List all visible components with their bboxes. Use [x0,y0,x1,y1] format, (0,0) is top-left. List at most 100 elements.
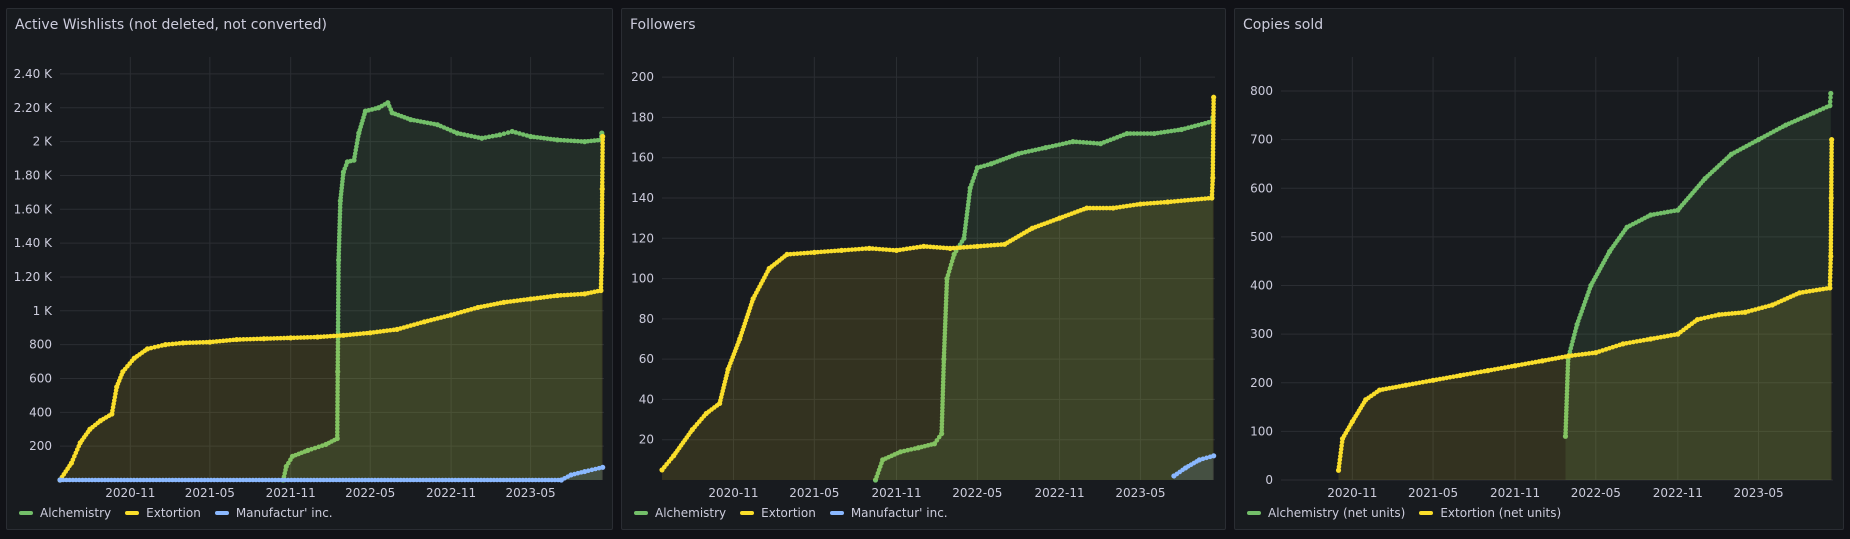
data-point [1204,455,1209,461]
followers-panel[interactable]: Followers 20 40 60 80 100 120 140 160 180 200 2020… [621,8,1226,530]
series-points-manufactur-inc [1171,453,1217,479]
wishlists-chart[interactable]: 200 400 600 800 1 K 1.20 K 1.40 K 1.60 K 1.80 K 2… [7,9,614,531]
x-tick-label: 2023-05 [1733,486,1783,500]
data-point [965,205,971,211]
data-point [565,292,570,298]
data-point [901,448,907,454]
data-point [1100,205,1106,211]
y-tick-label: 1.40 K [14,236,54,250]
data-point [504,299,510,305]
series-alchemistry[interactable] [1562,90,1834,480]
data-point [1828,261,1833,266]
data-point [485,477,490,483]
data-point [1828,205,1834,211]
data-point [934,245,940,250]
data-point [1661,334,1667,339]
data-point [1828,247,1834,253]
data-point [943,295,949,301]
legend-item-extortion[interactable]: Extortion [740,506,816,520]
followers-chart[interactable]: 20 40 60 80 100 120 140 160 180 200 2020-11 2021-05… [622,9,1227,531]
data-point [335,409,340,415]
data-point [1211,104,1216,110]
data-point [278,335,283,341]
legend-item-extortion[interactable]: Extortion (net units) [1419,506,1561,520]
data-point [992,242,997,248]
data-point [298,477,304,483]
wishlists-panel[interactable]: Active Wishlists (not deleted, not conve… [6,8,613,530]
data-point [600,140,605,146]
series-extortion[interactable] [57,133,606,483]
data-point [210,339,216,345]
data-point [475,477,481,483]
legend-item-alchemistry[interactable]: Alchemistry [634,506,726,520]
data-point [523,477,529,483]
data-point [600,133,606,140]
series-manufactur-inc[interactable] [1171,453,1217,480]
data-point [221,477,227,483]
data-point [1478,369,1484,375]
data-point [1829,137,1835,143]
legend-item-alchemistry[interactable]: Alchemistry [19,506,111,520]
series-extortion[interactable] [1335,137,1835,480]
legend-item-alchemistry[interactable]: Alchemistry (net units) [1247,506,1405,520]
data-point [301,335,307,340]
series-alchemistry[interactable] [872,114,1216,483]
series-extortion[interactable] [659,94,1217,481]
data-point [539,477,545,483]
legend-item-extortion[interactable]: Extortion [125,506,201,520]
copies-sold-panel[interactable]: Copies sold 0 100 200 300 400 500 600 700 800 202… [1234,8,1844,530]
data-point [498,477,503,483]
data-point [112,477,117,483]
data-point [335,326,341,332]
copies-sold-chart[interactable]: 0 100 200 300 400 500 600 700 800 2020-11 2021-05 2… [1235,9,1845,531]
legend-item-manufactur-inc[interactable]: Manufactur' inc. [829,506,948,520]
x-tick-label: 2022-11 [1034,486,1084,500]
series-manufactur-inc[interactable] [57,464,606,483]
data-point [1444,375,1449,381]
data-point [336,244,342,250]
y-tick-label: 100 [1250,424,1273,438]
data-point [1447,374,1453,380]
chart-legend: Alchemistry (net units) Extortion (net un… [1247,506,1561,520]
data-point [336,280,341,286]
data-point [1155,130,1160,136]
data-point [939,424,945,430]
data-point [1827,99,1833,104]
data-point [942,340,947,346]
data-point [1655,211,1660,217]
data-point [335,389,340,395]
data-point [1564,398,1569,403]
data-point [600,170,605,175]
data-point [152,344,157,350]
legend-swatch [740,511,755,515]
data-point [941,350,947,355]
panel-title: Active Wishlists (not deleted, not conve… [15,17,328,33]
data-point [1565,378,1570,384]
data-point [526,477,532,483]
data-point [202,477,207,483]
data-point [1211,117,1216,123]
data-point [144,346,151,352]
data-point [220,338,226,344]
data-point [818,249,824,255]
data-point [958,245,963,250]
data-point [1081,140,1086,145]
data-point [350,477,355,483]
data-point [520,132,526,137]
data-point [1168,199,1174,205]
data-point [375,477,381,483]
data-point [335,369,341,375]
data-point [988,243,994,248]
legend-item-manufactur-inc[interactable]: Manufactur' inc. [214,506,333,520]
data-point [966,199,971,204]
data-point [411,477,416,483]
data-point [1637,338,1643,344]
data-point [335,307,341,312]
data-point [335,426,340,431]
data-point [942,324,948,330]
data-point [514,298,520,303]
data-point [883,247,889,252]
data-point [261,336,267,342]
legend-swatch [1419,511,1434,515]
data-point [1338,450,1344,456]
